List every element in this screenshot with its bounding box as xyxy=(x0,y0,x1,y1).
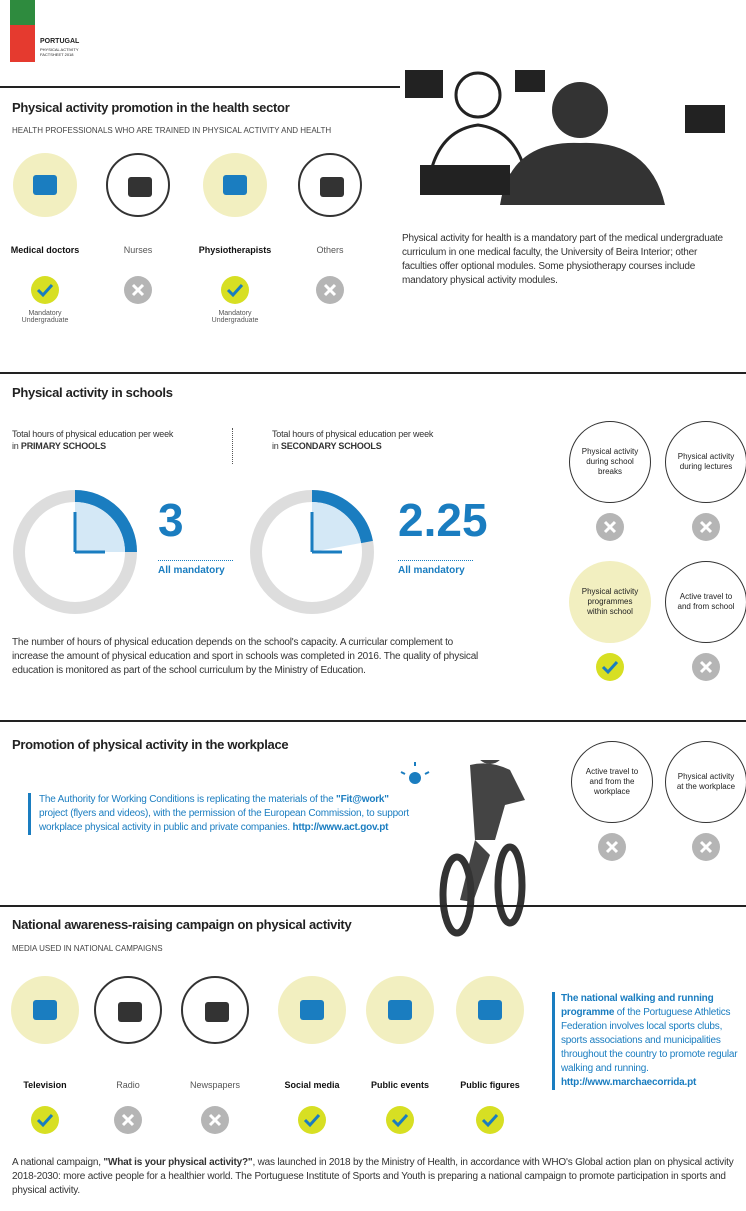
logo-red xyxy=(10,25,35,62)
label: Social media xyxy=(284,1080,340,1090)
item-bubble: Physical activity at the workplace xyxy=(665,741,746,823)
item-bubble: Active travel to and from the workplace xyxy=(571,741,653,823)
item-bubble: Active travel to and from school xyxy=(665,561,746,643)
paragraph: The number of hours of physical educatio… xyxy=(12,637,479,676)
icon xyxy=(456,976,524,1044)
cross-icon xyxy=(595,512,625,542)
item-bubble: Physical activity during school breaks xyxy=(569,421,651,503)
hours-note: All mandatory xyxy=(398,560,473,576)
hours-note: All mandatory xyxy=(158,560,233,576)
link[interactable]: http://www.act.gov.pt xyxy=(292,822,389,833)
item-bubble: Physical activity during lectures xyxy=(665,421,746,503)
text: The national walking and running program… xyxy=(561,993,714,1018)
cross-icon xyxy=(113,1105,143,1135)
paragraph: Physical activity for health is a mandat… xyxy=(402,233,723,286)
label: Newspapers xyxy=(189,1080,241,1090)
text: PRIMARY SCHOOLS xyxy=(20,441,106,451)
divider xyxy=(0,905,746,907)
section-title: Physical activity promotion in the healt… xyxy=(12,100,290,115)
cross-icon xyxy=(315,275,345,305)
hours-label: Total hours of physical education per we… xyxy=(272,428,442,452)
country: PORTUGAL xyxy=(40,38,80,45)
side-note: The national walking and running program… xyxy=(552,992,746,1090)
icon xyxy=(298,153,362,217)
cross-icon xyxy=(691,512,721,542)
hours-label: Total hours of physical education per we… xyxy=(12,428,182,452)
label: Radio xyxy=(116,1080,140,1090)
cyclist xyxy=(400,760,526,937)
clocks xyxy=(13,490,374,614)
hours-value: 2.25 xyxy=(398,494,488,546)
cross-icon xyxy=(200,1105,230,1135)
label: Public events xyxy=(370,1080,430,1090)
doctor-illustration xyxy=(0,70,725,205)
icon xyxy=(366,976,434,1044)
text: The Authority for Working Conditions is … xyxy=(39,794,337,805)
section-title: Promotion of physical activity in the wo… xyxy=(12,737,289,752)
section-subtitle: MEDIA USED IN NATIONAL CAMPAIGNS xyxy=(12,944,163,953)
paragraph: A national campaign, "What is your physi… xyxy=(12,1156,742,1198)
check-icon xyxy=(385,1105,415,1135)
cross-icon xyxy=(691,832,721,862)
icon xyxy=(278,976,346,1044)
icon xyxy=(106,153,170,217)
cross-icon xyxy=(597,832,627,862)
label: Nurses xyxy=(123,245,153,255)
separator xyxy=(232,428,233,464)
label: Physiotherapists xyxy=(198,245,272,255)
hours-value: 3 xyxy=(158,494,184,546)
text: "Fit@work" xyxy=(336,794,389,805)
factsheet: PHYSICAL ACTIVITY FACTSHEET 2018 xyxy=(40,47,79,57)
text: Total hours of physical education per we… xyxy=(12,429,174,451)
cross-icon xyxy=(691,652,721,682)
note: Mandatory Undergraduate xyxy=(21,310,69,324)
icon xyxy=(181,976,249,1044)
check-icon xyxy=(30,1105,60,1135)
label: Television xyxy=(23,1080,67,1090)
icon xyxy=(94,976,162,1044)
text: A national campaign, xyxy=(12,1157,104,1168)
paragraph: The Authority for Working Conditions is … xyxy=(28,793,419,835)
divider xyxy=(0,720,746,722)
check-icon xyxy=(30,275,60,305)
icon xyxy=(13,153,77,217)
check-icon xyxy=(475,1105,505,1135)
check-icon xyxy=(297,1105,327,1135)
link[interactable]: http://www.marchaecorrida.pt xyxy=(561,1077,697,1088)
text: Total hours of physical education per we… xyxy=(272,429,434,451)
label: Medical doctors xyxy=(10,245,80,255)
divider xyxy=(0,372,746,374)
text: SECONDARY SCHOOLS xyxy=(280,441,382,451)
text: "What is your physical activity?" xyxy=(103,1157,253,1168)
icon xyxy=(203,153,267,217)
section-subtitle: HEALTH PROFESSIONALS WHO ARE TRAINED IN … xyxy=(12,126,332,135)
cross-icon xyxy=(123,275,153,305)
text: , was launched in 2018 by the Ministry o… xyxy=(12,1157,734,1196)
check-icon xyxy=(220,275,250,305)
item-bubble: Physical activity programmes within scho… xyxy=(569,561,651,643)
icon xyxy=(11,976,79,1044)
label: Public figures xyxy=(460,1080,520,1090)
section-title: National awareness-raising campaign on p… xyxy=(12,917,352,932)
label: Others xyxy=(316,245,344,255)
text: of the Portuguese Athletics Federation i… xyxy=(561,1007,738,1074)
note: Mandatory Undergraduate xyxy=(211,310,259,324)
check-icon xyxy=(595,652,625,682)
text: project (flyers and videos), with the pe… xyxy=(39,808,410,833)
logo-green xyxy=(10,0,35,25)
section-title: Physical activity in schools xyxy=(12,385,173,400)
